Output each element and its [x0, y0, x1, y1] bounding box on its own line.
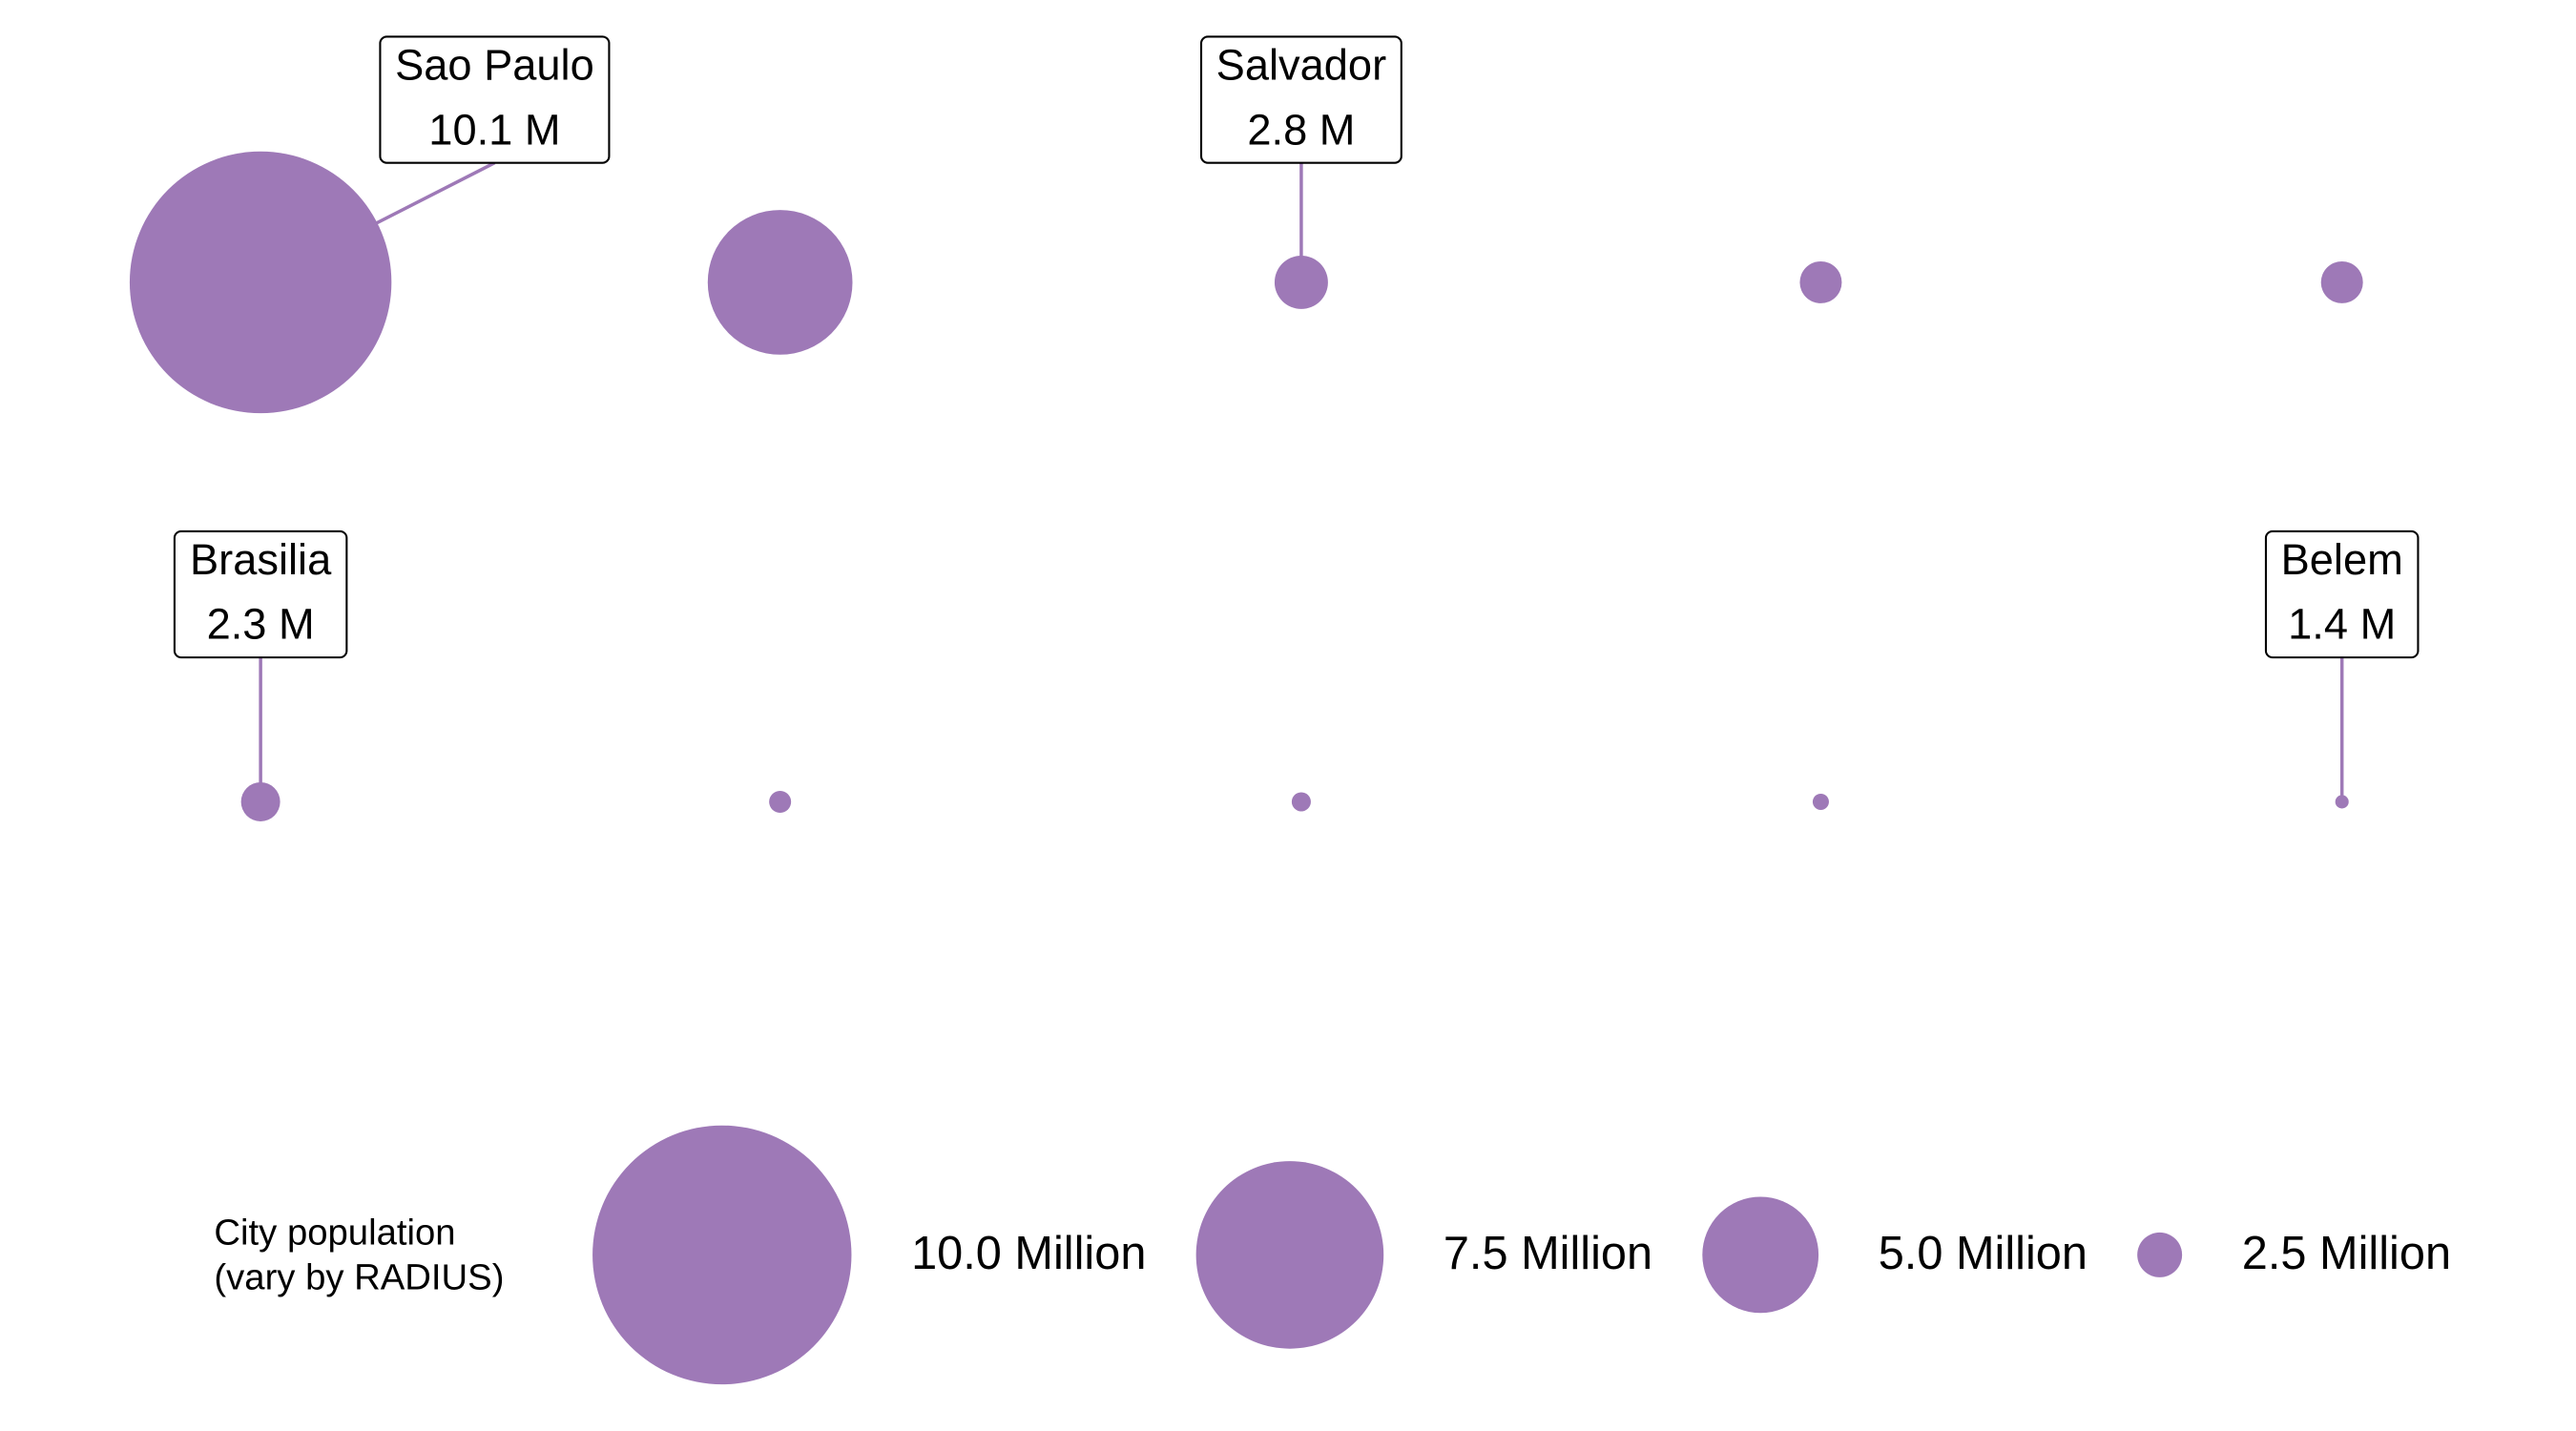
legend-label: 2.5 Million	[2242, 1228, 2451, 1279]
label-box: Salvador 2.8 M	[1199, 35, 1402, 164]
legend-label: 7.5 Million	[1444, 1228, 1652, 1279]
legend-label: 10.0 Million	[911, 1228, 1146, 1279]
bubble	[1274, 255, 1328, 309]
bubble	[707, 210, 853, 355]
label-frame	[379, 35, 611, 164]
label-value: 10.1 M	[428, 105, 560, 154]
legend-bubble	[2137, 1232, 2183, 1277]
label-name: Belem	[2281, 535, 2403, 584]
label-box: Brasilia 2.3 M	[173, 529, 348, 659]
label-frame	[2264, 529, 2420, 659]
bubble	[1812, 793, 1829, 810]
legend-bubble	[1702, 1196, 1819, 1314]
label-name: Sao Paulo	[395, 40, 594, 89]
legend-title: City population	[214, 1213, 455, 1254]
label-frame	[1199, 35, 1402, 164]
bubble	[2335, 795, 2349, 809]
legend-bubble	[1195, 1161, 1384, 1349]
legend-label: 5.0 Million	[1879, 1228, 2088, 1279]
bubble	[1799, 260, 1842, 303]
legend-title: (vary by RADIUS)	[214, 1257, 504, 1298]
label-name: Brasilia	[190, 535, 332, 584]
bubble	[129, 151, 392, 414]
label-value: 2.8 M	[1247, 105, 1355, 154]
legend-bubble	[592, 1125, 852, 1385]
bubble	[769, 790, 792, 813]
bubble	[2320, 260, 2363, 303]
label-box: Belem 1.4 M	[2264, 529, 2420, 659]
bubble	[240, 781, 280, 821]
label-name: Salvador	[1216, 40, 1386, 89]
label-box: Sao Paulo 10.1 M	[379, 35, 611, 164]
label-value: 1.4 M	[2288, 600, 2396, 649]
bubble	[1291, 792, 1311, 812]
label-frame	[173, 529, 348, 659]
label-value: 2.3 M	[207, 600, 315, 649]
